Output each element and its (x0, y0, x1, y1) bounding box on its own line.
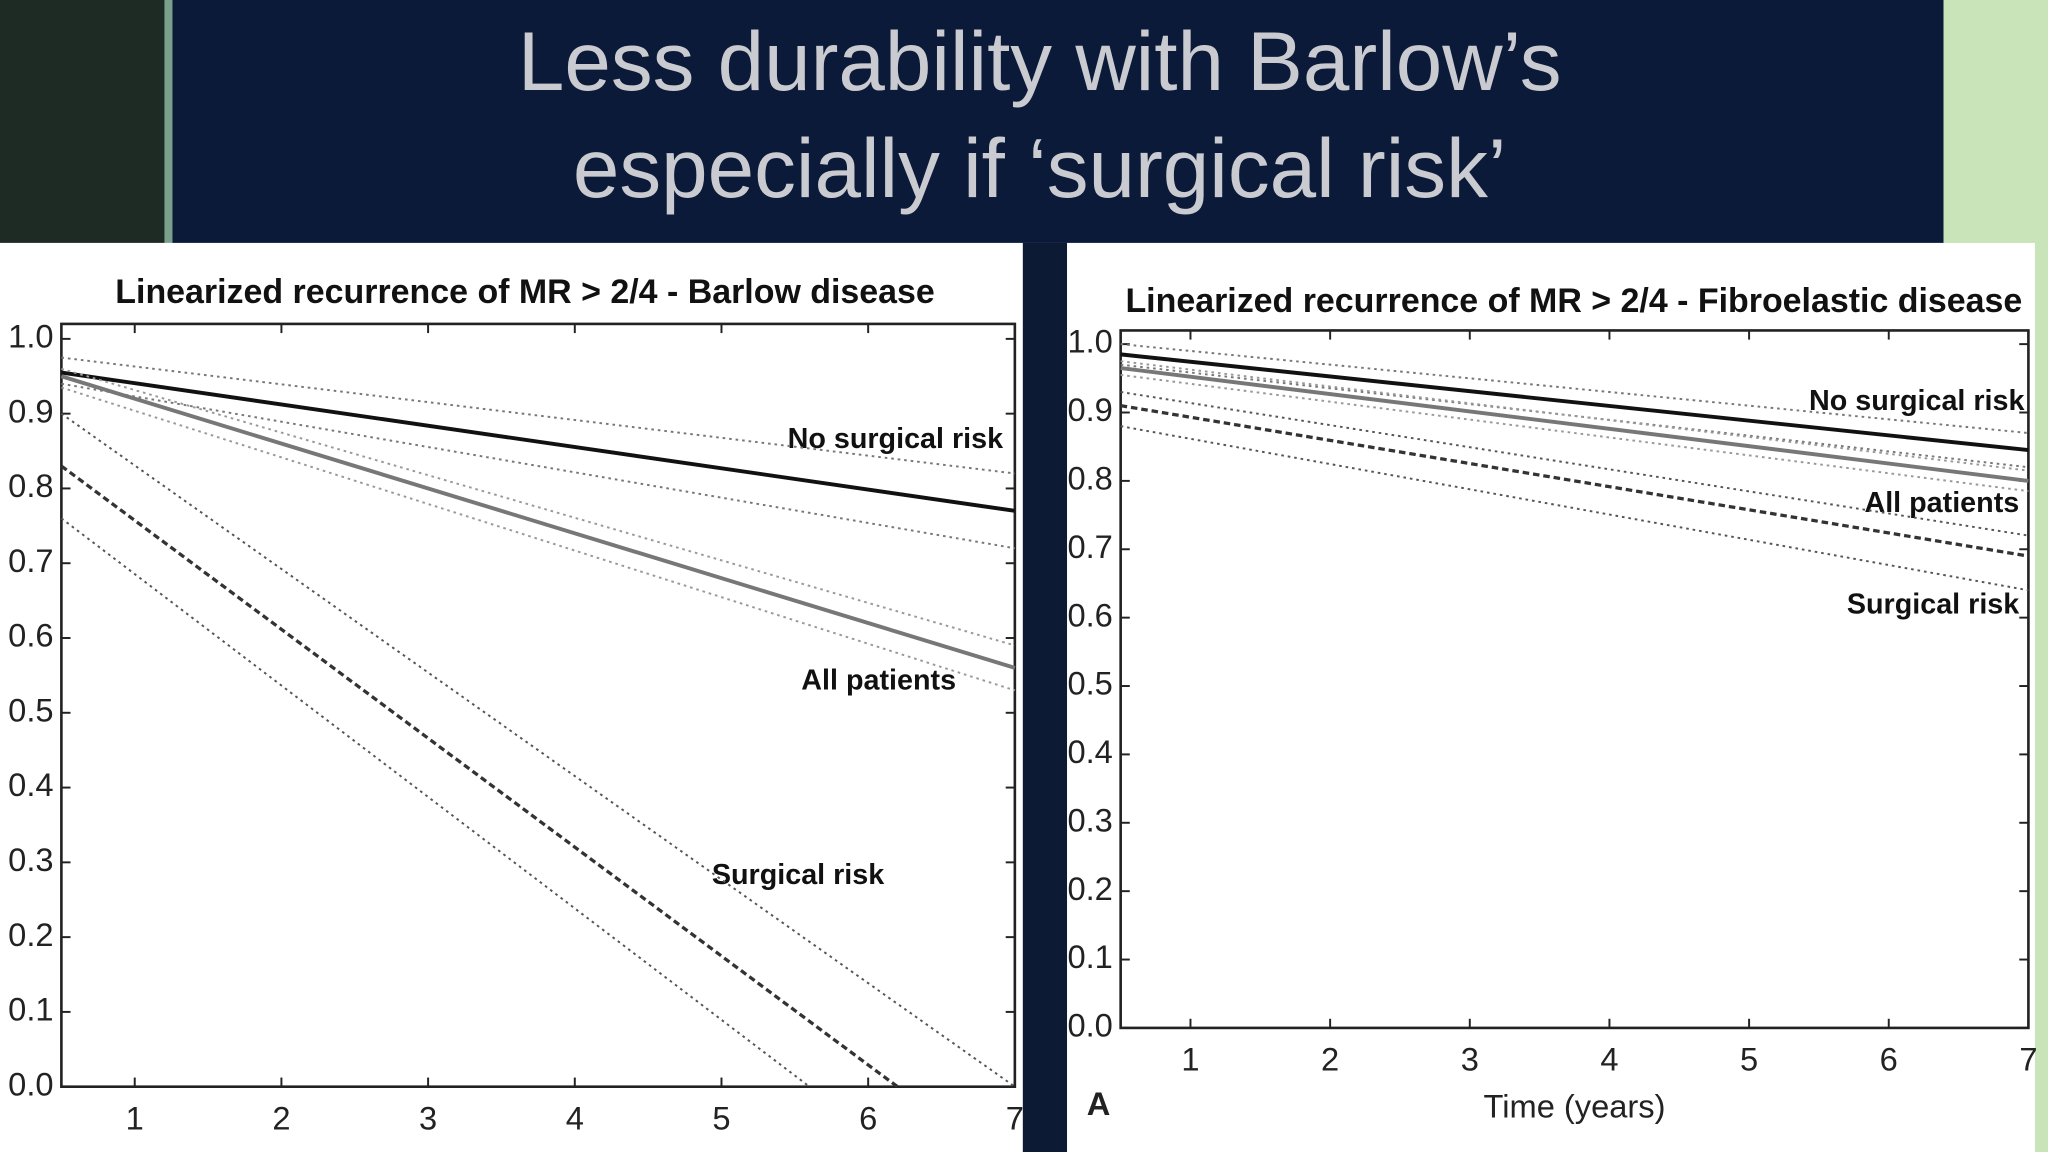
series-label: No surgical risk (1809, 385, 2025, 417)
y-tick-label: 0.4 (8, 766, 53, 803)
y-tick-label: 0.9 (1067, 391, 1112, 428)
y-tick-label: 1.0 (8, 317, 53, 354)
y-tick-label: 0.1 (8, 991, 53, 1028)
slide-title: especially if ‘surgical risk’ (573, 121, 1507, 215)
y-tick-label: 0.5 (8, 691, 53, 728)
x-tick-label: 5 (1740, 1041, 1758, 1078)
x-tick-label: 6 (1880, 1041, 1898, 1078)
series-line (60, 374, 1016, 670)
right-panel (1067, 242, 2035, 1152)
series-label: Surgical risk (712, 859, 884, 891)
y-tick-label: 0.7 (1067, 528, 1112, 565)
series-line (61, 370, 1016, 513)
gap-strip (1022, 242, 1068, 1152)
y-tick-label: 1.0 (1067, 323, 1112, 360)
y-tick-label: 0.2 (1067, 870, 1112, 907)
x-tick-label: 2 (272, 1099, 290, 1136)
series-label: Surgical risk (1847, 589, 2019, 621)
series-line (1120, 363, 2029, 469)
y-tick-label: 0.4 (1067, 733, 1112, 770)
series-line (1120, 366, 2029, 483)
series-line (1120, 360, 2029, 472)
y-tick-label: 0.6 (1067, 596, 1112, 633)
y-tick-label: 0.6 (8, 617, 53, 654)
plot-frame (1119, 329, 2030, 1030)
x-tick-label: 7 (2019, 1041, 2037, 1078)
series-line (60, 464, 899, 1089)
x-tick-label: 1 (126, 1099, 144, 1136)
y-tick-label: 0.8 (8, 467, 53, 504)
y-tick-label: 0.0 (8, 1065, 53, 1102)
x-tick-label: 6 (859, 1099, 877, 1136)
left-panel (0, 242, 1023, 1152)
left-band (0, 0, 165, 243)
x-tick-label: 5 (712, 1099, 730, 1136)
y-tick-label: 0.5 (1067, 665, 1112, 702)
y-tick-label: 0.2 (8, 916, 53, 953)
series-line (1120, 352, 2029, 453)
y-tick-label: 0.7 (8, 542, 53, 579)
series-label: All patients (1864, 487, 2019, 519)
x-tick-label: 1 (1181, 1041, 1199, 1078)
x-axis-label: Time (years) (1484, 1088, 1666, 1125)
y-tick-label: 0.3 (1067, 801, 1112, 838)
series-label: No surgical risk (788, 423, 1004, 455)
series-label: All patients (801, 664, 956, 696)
y-tick-label: 0.9 (8, 392, 53, 429)
series-line (1120, 343, 2029, 434)
series-line (1120, 373, 2029, 493)
series-line (61, 382, 1016, 550)
panel-label: A (1087, 1085, 1111, 1122)
series-line (60, 412, 1016, 1088)
series-line (1120, 404, 2029, 558)
y-tick-label: 0.3 (8, 841, 53, 878)
x-tick-label: 3 (1461, 1041, 1479, 1078)
series-line (61, 367, 1016, 647)
x-tick-label: 4 (1600, 1041, 1618, 1078)
y-tick-label: 0.0 (1067, 1007, 1112, 1044)
band-edge (164, 0, 173, 243)
plot-frame (60, 322, 1017, 1088)
chart-title: Linearized recurrence of MR > 2/4 - Fibr… (1125, 282, 2022, 320)
x-tick-label: 4 (566, 1099, 584, 1136)
x-tick-label: 7 (1006, 1099, 1024, 1136)
y-tick-label: 0.8 (1067, 460, 1112, 497)
series-line (1120, 391, 2029, 537)
x-tick-label: 2 (1321, 1041, 1339, 1078)
x-tick-label: 3 (419, 1099, 437, 1136)
title-band (172, 0, 1944, 243)
chart-title: Linearized recurrence of MR > 2/4 - Barl… (115, 273, 935, 311)
y-tick-label: 0.1 (1067, 938, 1112, 975)
slide-title: Less durability with Barlow’s (518, 14, 1562, 108)
